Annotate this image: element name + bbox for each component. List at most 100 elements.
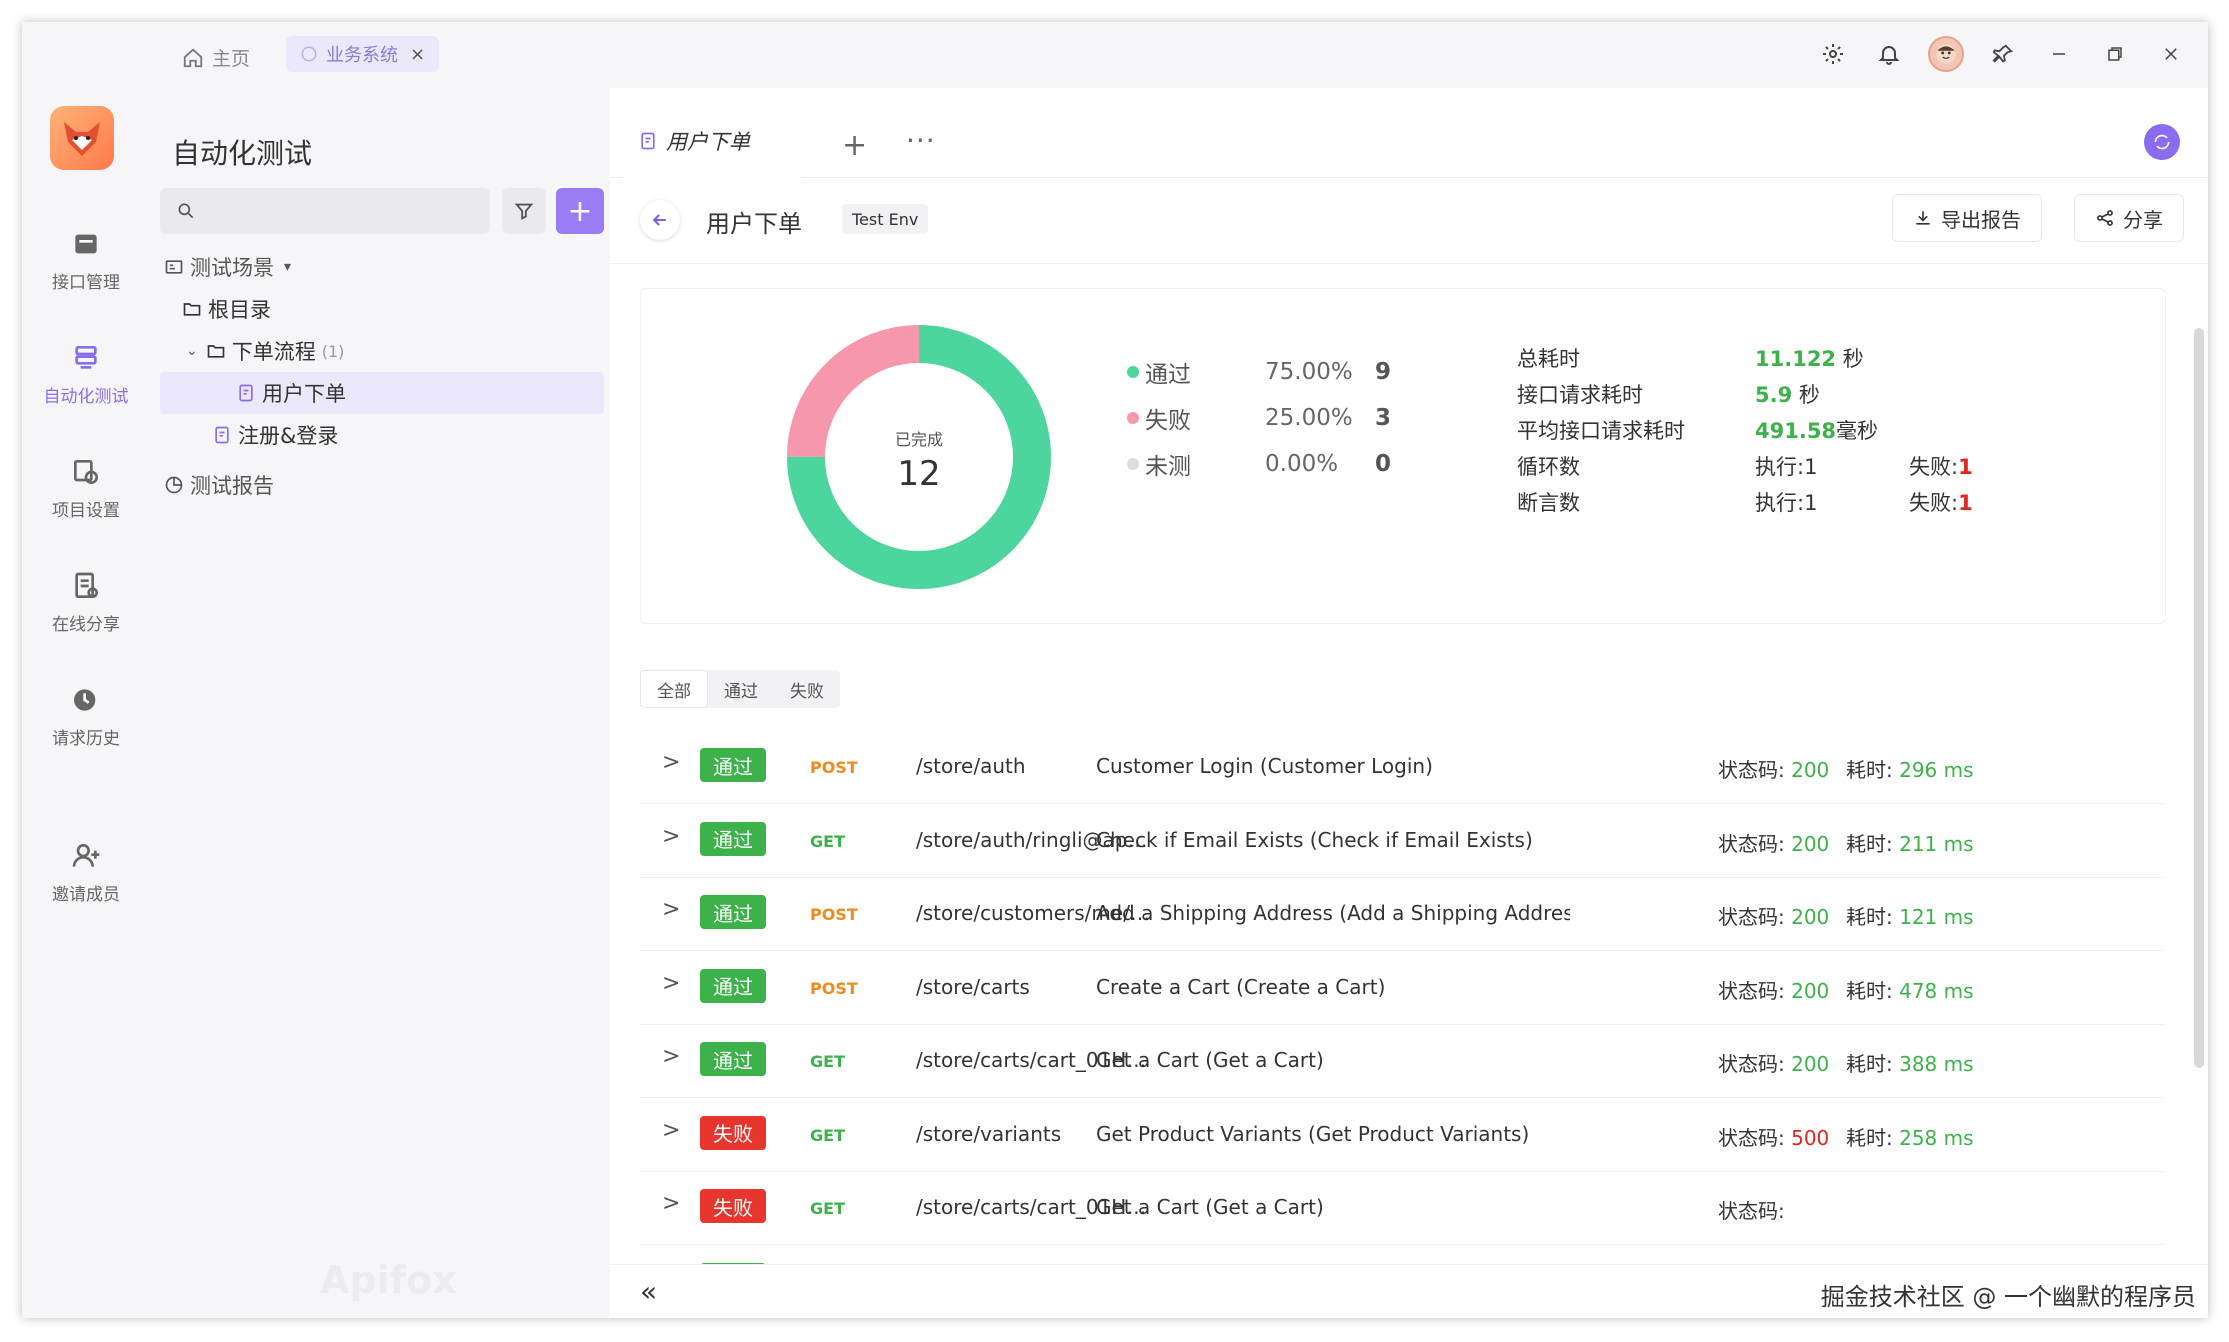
result-row[interactable]: > 失败 GET/store/variants Get Product Variant… bbox=[640, 1098, 2166, 1172]
search-input[interactable] bbox=[206, 200, 486, 222]
elapsed-time-label: 耗时: bbox=[1846, 831, 1893, 856]
chevron-right-icon[interactable]: > bbox=[662, 897, 681, 922]
filter-button[interactable] bbox=[502, 188, 546, 234]
chevron-right-icon[interactable]: > bbox=[662, 750, 681, 775]
result-row[interactable]: > 通过 POST/store/carts Create a Cart (Create… bbox=[640, 951, 2166, 1025]
rail-item-request-history[interactable]: 请求历史 bbox=[22, 684, 150, 749]
result-status-badge: 通过 bbox=[700, 968, 766, 1003]
back-button[interactable] bbox=[640, 200, 680, 240]
arrow-left-icon bbox=[652, 214, 666, 226]
notifications-button[interactable] bbox=[1872, 37, 1906, 71]
result-status-badge: 通过 bbox=[700, 821, 766, 856]
share-label: 分享 bbox=[2123, 207, 2163, 232]
chevron-down-icon[interactable]: ⌄ bbox=[186, 343, 198, 359]
rail-item-automation[interactable]: 自动化测试 bbox=[22, 342, 150, 407]
watermark-credit: 掘金技术社区 @ 一个幽默的程序员 bbox=[1820, 1283, 2196, 1311]
result-row[interactable]: > 失败 GET/store/carts/cart_01HF... Get a Car… bbox=[640, 1171, 2166, 1245]
tree-node-root[interactable]: 根目录 bbox=[160, 288, 604, 330]
summary-card: 已完成 12 通过 75.00% 9 失败 25.00% 3 未测 0.00% … bbox=[640, 288, 2166, 624]
restore-icon bbox=[2108, 47, 2122, 61]
restore-button[interactable] bbox=[2098, 37, 2132, 71]
rail-item-invite-members[interactable]: 邀请成员 bbox=[22, 840, 150, 905]
minimize-button[interactable] bbox=[2042, 37, 2076, 71]
close-window-button[interactable] bbox=[2154, 37, 2188, 71]
stat-assert-label: 断言数 bbox=[1517, 491, 1580, 515]
face-icon bbox=[1936, 44, 1956, 64]
minimize-icon bbox=[2053, 53, 2065, 55]
settings-button[interactable] bbox=[1816, 37, 1850, 71]
legend-pct-pass: 75.00% bbox=[1265, 359, 1353, 385]
status-code: 状态码: 200 bbox=[1718, 975, 1829, 1004]
caret-down-icon[interactable]: ▾ bbox=[284, 259, 292, 275]
user-avatar[interactable] bbox=[1928, 36, 1964, 72]
app-logo bbox=[50, 106, 114, 170]
chevron-right-icon[interactable]: > bbox=[662, 1117, 681, 1143]
chevron-right-icon[interactable]: > bbox=[662, 823, 681, 849]
test-case-icon bbox=[239, 384, 253, 402]
chevron-right-icon[interactable]: > bbox=[662, 1044, 681, 1069]
stat-total-time-value: 11.122 bbox=[1755, 347, 1837, 371]
stat-req-time-label: 接口请求耗时 bbox=[1517, 383, 1643, 407]
result-row[interactable]: > 通过 GET/store/auth/ringli@apif... Check if… bbox=[640, 804, 2166, 878]
left-rail: 接口管理 自动化测试 项目设置 在线分享 请求历史 邀请成员 bbox=[22, 88, 150, 1318]
stat-total-time-label: 总耗时 bbox=[1517, 347, 1580, 371]
share-button[interactable]: 分享 bbox=[2074, 194, 2184, 242]
stat-req-time-value: 5.9 bbox=[1755, 383, 1793, 407]
business-system-label: 业务系统 bbox=[326, 45, 398, 66]
stat-total-time: 11.122 秒 bbox=[1755, 343, 1864, 373]
filter-icon bbox=[514, 203, 534, 220]
home-tab[interactable]: 主页 bbox=[182, 44, 250, 71]
filter-tab-pass[interactable]: 通过 bbox=[724, 681, 758, 702]
tree-node-user-order[interactable]: 用户下单 bbox=[160, 372, 604, 414]
status-code: 状态码: 200 bbox=[1718, 754, 1829, 783]
result-row[interactable]: > 通过 POST/store/customers/me/a... Add a Shi… bbox=[640, 877, 2166, 951]
endpoint-description: Get a Cart (Get a Cart) bbox=[1096, 1195, 1324, 1219]
new-tab-button[interactable]: + bbox=[842, 128, 868, 163]
folder-open-icon bbox=[207, 345, 225, 358]
legend-count-fail: 3 bbox=[1375, 405, 1392, 431]
add-button[interactable]: + bbox=[556, 188, 604, 234]
export-report-button[interactable]: 导出报告 bbox=[1892, 194, 2042, 242]
tree-label-order-flow: 下单流程 bbox=[231, 340, 316, 364]
filter-tab-fail[interactable]: 失败 bbox=[790, 681, 824, 702]
chevron-right-icon[interactable]: > bbox=[662, 1191, 681, 1216]
rail-label-invite-members: 邀请成员 bbox=[52, 885, 120, 905]
stat-avg-time-label: 平均接口请求耗时 bbox=[1517, 419, 1685, 443]
business-system-tab[interactable]: 业务系统 × bbox=[286, 36, 440, 72]
rail-item-project-settings[interactable]: 项目设置 bbox=[22, 456, 150, 521]
donut-total: 12 bbox=[897, 454, 940, 494]
close-tab-button[interactable]: × bbox=[410, 43, 426, 65]
tree-search[interactable] bbox=[160, 188, 490, 234]
status-code: 状态码: 200 bbox=[1718, 901, 1829, 930]
filter-tab-all[interactable]: 全部 bbox=[640, 670, 708, 708]
result-row[interactable]: > 通过 POST/store/auth Customer Login (Custom… bbox=[640, 730, 2166, 804]
status-code-label: 状态码: bbox=[1718, 905, 1785, 929]
status-code: 状态码: 500 bbox=[1718, 1122, 1829, 1151]
rail-item-online-share[interactable]: 在线分享 bbox=[22, 570, 150, 635]
rail-label-request-history: 请求历史 bbox=[52, 729, 120, 749]
endpoint-description: Add a Shipping Address (Add a Shipping A… bbox=[1096, 901, 1570, 925]
history-icon bbox=[74, 689, 96, 711]
rail-item-api-management[interactable]: 接口管理 bbox=[22, 228, 150, 293]
result-row[interactable]: > 通过 GET/store/carts/cart_01HF... Get a Car… bbox=[640, 1024, 2166, 1098]
elapsed-time: 耗时: 478 ms bbox=[1846, 975, 1974, 1004]
chevron-right-icon[interactable]: > bbox=[662, 970, 681, 996]
pin-button[interactable] bbox=[1986, 37, 2020, 71]
tree-node-register-login[interactable]: 注册&登录 bbox=[160, 414, 604, 456]
result-status-badge: 失败 bbox=[700, 1115, 766, 1150]
tree-node-test-reports[interactable]: 测试报告 bbox=[160, 464, 604, 506]
more-tabs-button[interactable]: ··· bbox=[906, 124, 936, 157]
rail-label-api: 接口管理 bbox=[52, 273, 120, 293]
rail-label-online-share: 在线分享 bbox=[52, 615, 120, 635]
tree-node-test-scenarios[interactable]: 测试场景 ▾ bbox=[160, 246, 604, 288]
gear-icon bbox=[1823, 44, 1843, 64]
tab-user-order[interactable]: 用户下单 bbox=[622, 106, 802, 178]
sync-button[interactable] bbox=[2144, 124, 2180, 160]
titlebar-actions bbox=[1816, 36, 2188, 72]
legend-dot-untested bbox=[1127, 458, 1139, 470]
main-scrollbar[interactable] bbox=[2194, 328, 2204, 1068]
rail-label-automation: 自动化测试 bbox=[43, 387, 129, 407]
tree-node-order-flow[interactable]: ⌄ 下单流程 (1) bbox=[160, 330, 604, 372]
collapse-sidebar-button[interactable]: « bbox=[640, 1275, 658, 1308]
legend-fail: 失败 25.00% 3 bbox=[1127, 401, 1391, 435]
